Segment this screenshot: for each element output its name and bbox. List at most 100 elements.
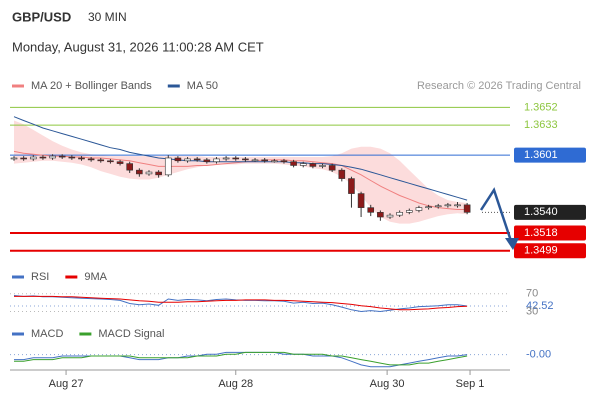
y-tick-label: 42.52 [526,300,554,312]
candle [425,204,432,210]
credit: Research © 2026 Trading Central [417,80,581,92]
legend-label: 9MA [84,271,107,283]
candle [357,191,365,218]
candle-body [280,160,288,163]
legend-label: MA 20 + Bollinger Bands [31,80,152,92]
candle [309,162,317,169]
candle [328,163,336,173]
candle-body [367,207,375,213]
candle [261,157,268,163]
candle-body [184,158,191,162]
candle-body [29,156,37,160]
candle [222,156,230,161]
candle-body [271,160,278,163]
ma-line [13,116,468,201]
level-label: 1.3633 [524,119,558,131]
candle-body [97,159,105,162]
candle [193,157,201,162]
candle [463,202,471,215]
candle-body [155,171,162,176]
candle [280,158,288,164]
candle [203,157,211,164]
candle [126,161,133,173]
candle [184,157,191,163]
candle-body [49,155,56,159]
candle-body [348,178,355,194]
candle-body [377,212,384,218]
x-tick-label: Aug 28 [218,378,253,390]
candle-body [290,161,297,166]
candle-body [193,158,201,161]
candle [136,168,143,177]
candle [78,156,85,161]
candle [87,157,95,162]
level-label: 1.3601 [524,149,558,161]
candle [49,154,56,160]
candle-body [116,161,124,164]
x-tick-label: Sep 1 [456,378,485,390]
candle-body [126,163,133,171]
candle [97,157,105,163]
candle-body [357,193,365,208]
level-label: 1.3518 [524,227,558,239]
candle [29,155,37,161]
candle [444,202,452,208]
candle [242,157,249,162]
x-tick-label: Aug 30 [370,378,405,390]
candle-body [251,159,259,162]
candle-body [261,159,268,162]
candle [434,203,442,209]
candle-body [425,206,432,209]
candle-body [319,165,326,167]
plot: 1.3652 1.3633 1.3601 1.3540 1.3518 1.3499 Aug … [10,80,586,390]
legend-label: MACD Signal [98,328,164,340]
y-tick-label: 30 [526,305,538,317]
level-box [514,204,586,220]
candle [39,155,47,160]
level-box [514,225,586,241]
projection-arrow [479,187,519,250]
level-label: 1.3652 [524,101,558,113]
candle [107,158,114,164]
candle [396,210,403,218]
legend-label: RSI [31,271,49,283]
candle [20,156,27,161]
candle-body [434,205,442,208]
legend-label: MACD [31,328,63,340]
candle-body [78,157,85,160]
candle [454,202,461,208]
candle [290,159,297,168]
candle [386,213,394,219]
candle-body [299,163,307,166]
legend-label: MA 50 [187,80,218,92]
y-tick-label: 70 [526,288,538,300]
candle-body [39,156,47,159]
candle [58,154,66,159]
candle [299,161,307,168]
interval: 30 MIN [88,10,127,24]
candle [367,204,375,217]
candle [251,157,259,162]
candle [338,168,346,182]
datetime: Monday, August 31, 2026 11:00:28 AM CET [12,39,264,54]
candle-body [328,165,336,171]
candle [164,155,172,177]
candle [232,156,240,161]
level-box [514,147,586,163]
candle [348,176,355,208]
candle [271,158,278,163]
level-label: 1.3499 [524,245,558,257]
candle-body [396,212,403,216]
level-label: 1.3540 [524,206,558,218]
symbol: GBP/USD [12,9,71,24]
candle-body [136,169,143,175]
candle [415,205,423,213]
candle [155,170,162,178]
candle-body [58,155,66,158]
bollinger-band [14,120,468,224]
x-tick-label: Aug 27 [49,378,84,390]
level-box [514,243,586,259]
candle [174,156,182,163]
candle-body [415,207,423,211]
